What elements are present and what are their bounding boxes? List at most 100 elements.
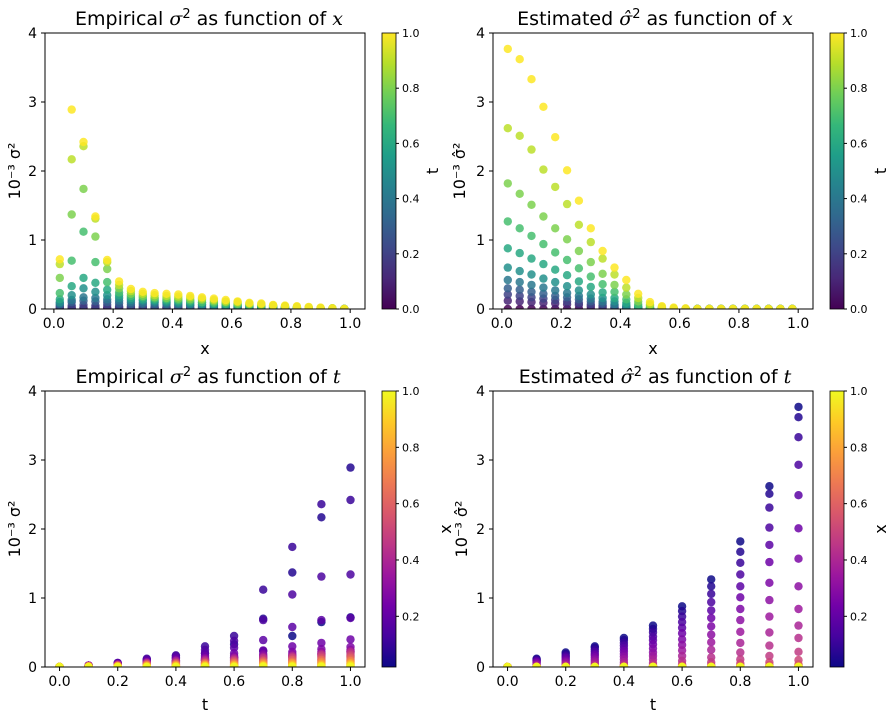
data-point [84, 662, 93, 667]
data-point [752, 304, 761, 309]
data-point [740, 304, 750, 309]
data-point [765, 503, 774, 512]
data-point [765, 578, 774, 587]
colorbar-tick-label: 0.4 [850, 193, 868, 206]
data-point [174, 290, 183, 299]
data-point [586, 257, 595, 267]
panel-1: Empirical σ2 as function of x 0.0 0.2 0.4 0.… [5, 7, 442, 359]
data-point [736, 570, 745, 579]
data-point [794, 460, 803, 469]
scatter-points [55, 463, 355, 667]
colorbar-tick-label: 0.8 [402, 82, 420, 95]
data-point [197, 293, 207, 302]
y-tick-label: 0 [28, 302, 37, 318]
data-point [515, 55, 524, 64]
data-point [67, 155, 76, 164]
data-point [346, 570, 355, 579]
data-point [67, 105, 76, 114]
y-tick-label: 2 [476, 522, 485, 538]
colorbar [829, 32, 845, 310]
data-point [91, 212, 100, 221]
data-point [574, 286, 584, 295]
y-tick-label: 0 [476, 660, 485, 676]
data-point [707, 638, 716, 647]
data-point [259, 635, 268, 645]
y-tick-label: 1 [476, 591, 485, 607]
data-point [705, 304, 714, 309]
data-point [562, 199, 572, 209]
data-point [259, 585, 268, 594]
data-point [586, 224, 595, 233]
data-point [346, 495, 355, 505]
data-point [586, 272, 595, 281]
data-point [103, 285, 112, 294]
data-point [503, 124, 512, 133]
y-tick-label: 1 [28, 233, 37, 249]
x-tick-label: 0.0 [48, 674, 70, 690]
data-point [317, 638, 326, 648]
data-point [539, 212, 548, 221]
data-point [794, 491, 803, 500]
colorbar [381, 390, 397, 668]
x-tick-label: 0.8 [728, 316, 750, 332]
data-point [707, 606, 716, 615]
data-point [551, 277, 560, 287]
data-point [503, 179, 512, 188]
data-point [103, 264, 112, 274]
data-point [138, 287, 147, 296]
data-point [328, 304, 337, 309]
data-point [598, 288, 607, 297]
x-axis-label: x [648, 339, 657, 358]
data-point [669, 303, 678, 309]
x-tick-label: 0.6 [223, 674, 245, 690]
data-point [598, 254, 607, 263]
data-point [288, 590, 297, 599]
data-point [317, 572, 326, 581]
data-point [765, 628, 774, 637]
data-point [527, 75, 536, 84]
x-tick-label: 1.0 [787, 316, 809, 332]
data-point [562, 282, 572, 291]
panel-4: Estimated σ̂2 as function of t 0.0 0.2 0.4 0… [436, 365, 890, 715]
colorbar-tick-label: 0.6 [402, 137, 420, 150]
x-tick-label: 0.4 [613, 674, 635, 690]
data-point [765, 651, 774, 661]
data-point [707, 597, 716, 607]
colorbar-tick-label: 0.2 [850, 248, 868, 261]
data-point [162, 289, 171, 298]
data-point [622, 275, 631, 285]
panel-title: Empirical σ2 as function of x [75, 7, 343, 31]
data-point [707, 622, 716, 631]
panel-2: Estimated σ̂2 as function of x 0.0 0.2 0.4 0… [450, 7, 890, 359]
colorbar-tick-label: 0.4 [850, 554, 868, 567]
data-point [539, 165, 548, 174]
data-point [503, 284, 512, 293]
x-tick-label: 1.0 [339, 674, 361, 690]
data-point [142, 662, 151, 667]
x-axis-label: t [650, 695, 656, 714]
y-tick-label: 3 [476, 453, 485, 469]
data-point [677, 662, 687, 667]
colorbar-tick-label: 1.0 [402, 27, 420, 40]
data-point [221, 295, 230, 305]
data-point [716, 304, 726, 309]
x-tick-label: 0.4 [165, 674, 187, 690]
data-point [515, 189, 524, 198]
data-point [598, 246, 607, 256]
data-point [288, 542, 297, 552]
data-point [103, 277, 112, 287]
data-point [67, 210, 76, 219]
data-point [503, 263, 512, 272]
data-point [515, 224, 524, 233]
data-point [562, 166, 572, 175]
data-point [539, 102, 548, 112]
y-axis-label: 10⁻³ σ̂² [450, 143, 469, 200]
data-point [304, 302, 313, 309]
data-point [736, 615, 745, 625]
colorbar [381, 32, 397, 310]
data-point [515, 304, 524, 309]
data-point [340, 304, 349, 309]
data-point [259, 662, 268, 667]
data-point [765, 482, 774, 491]
